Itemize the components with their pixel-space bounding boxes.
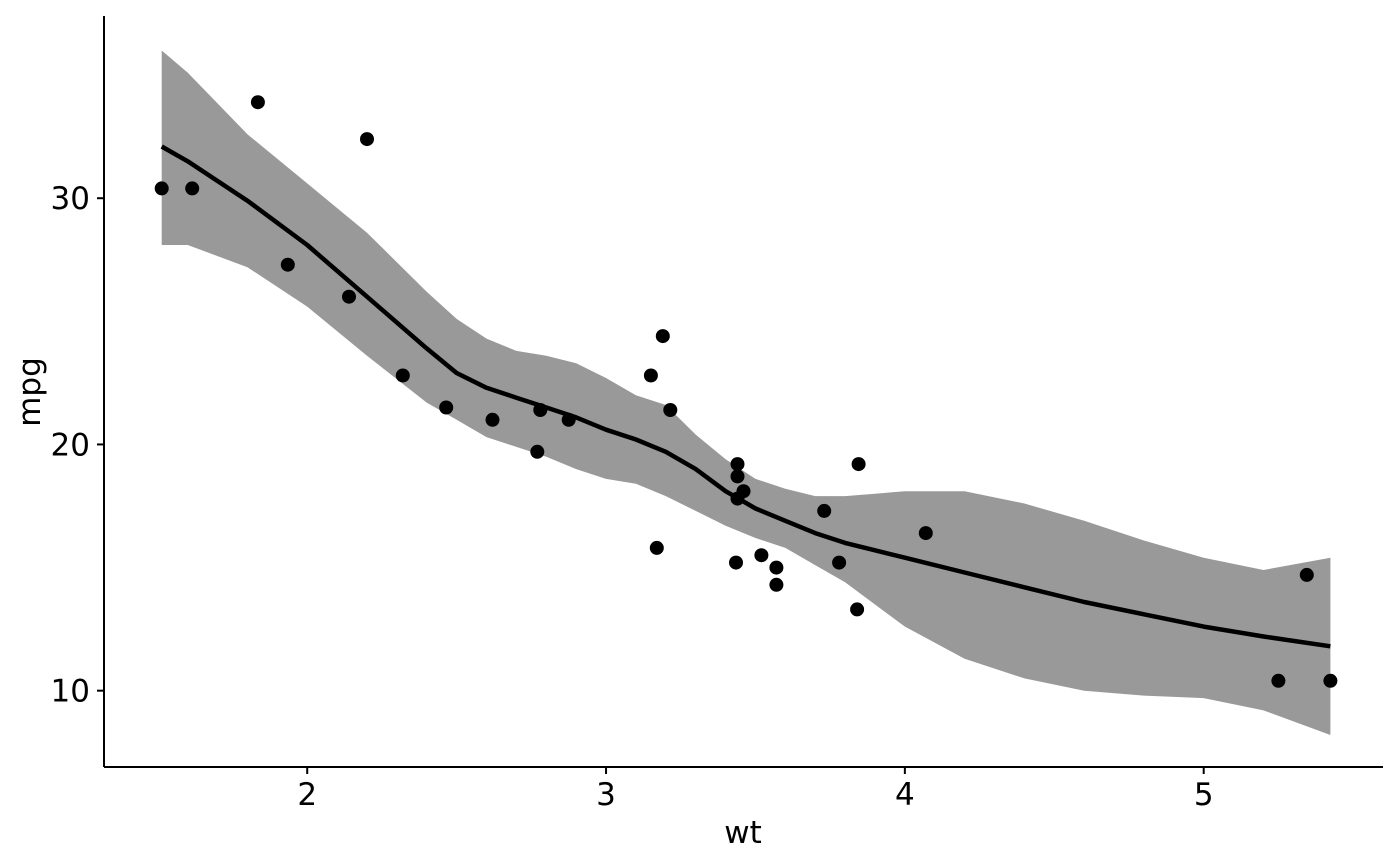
data-point	[655, 329, 670, 344]
data-point	[533, 403, 548, 417]
data-point	[250, 95, 265, 110]
data-point	[439, 400, 454, 415]
data-point	[395, 368, 410, 383]
data-point	[1323, 673, 1338, 688]
data-point	[817, 503, 832, 518]
data-point	[918, 526, 933, 541]
y-tick-label: 10	[51, 674, 90, 710]
y-tick-label: 30	[51, 181, 90, 217]
data-point	[643, 368, 658, 383]
data-point	[730, 469, 745, 484]
data-point	[485, 412, 500, 427]
data-point	[851, 457, 866, 472]
data-point	[342, 289, 356, 304]
data-point	[280, 257, 295, 272]
data-point	[730, 457, 745, 472]
data-point	[649, 540, 664, 555]
data-point	[832, 555, 847, 570]
smooth-line	[160, 144, 1331, 649]
x-axis-title: wt	[724, 815, 762, 851]
data-point	[736, 484, 751, 499]
data-point	[729, 555, 743, 570]
data-point	[769, 560, 784, 575]
axes-layer: 2 3 4 5 10 20 30	[51, 16, 1383, 813]
confidence-band	[161, 50, 1331, 735]
smooth-line-layer	[160, 144, 1331, 649]
data-point	[154, 181, 169, 196]
data-point	[185, 181, 200, 196]
data-points-layer	[154, 95, 1338, 688]
data-point	[663, 403, 678, 417]
x-tick-label: 5	[1194, 777, 1214, 813]
x-tick-label: 2	[297, 777, 317, 813]
data-point	[754, 548, 769, 563]
y-axis-title: mpg	[12, 357, 48, 427]
data-point	[1299, 567, 1314, 582]
y-tick-label: 20	[51, 427, 90, 463]
data-point	[1271, 673, 1286, 688]
x-tick-label: 3	[596, 777, 616, 813]
x-tick-label: 4	[895, 777, 915, 813]
data-point	[769, 577, 784, 592]
data-point	[561, 412, 576, 427]
data-point	[360, 132, 374, 147]
data-point	[850, 602, 865, 617]
data-point	[530, 444, 545, 459]
confidence-band-layer	[161, 50, 1331, 735]
